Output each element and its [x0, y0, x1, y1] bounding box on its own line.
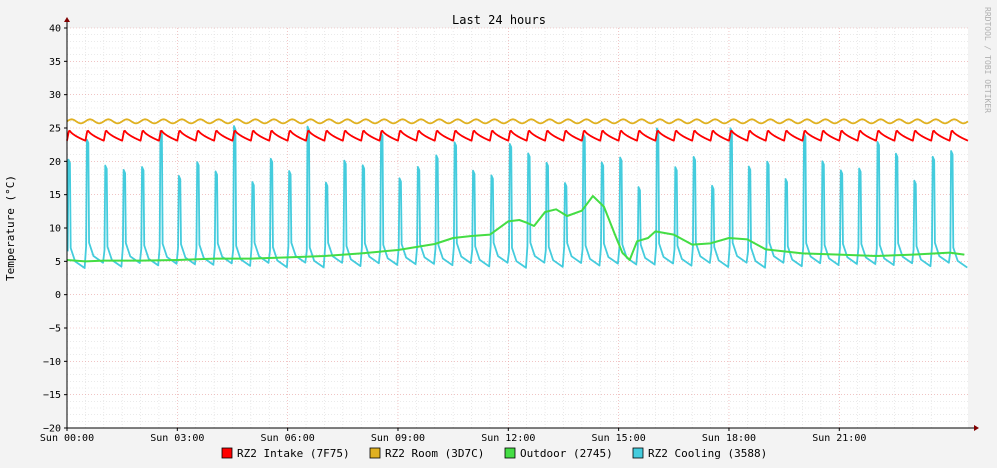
- y-tick-label: 5: [55, 257, 61, 268]
- legend-swatch: [221, 447, 233, 459]
- y-tick-label: 30: [49, 90, 61, 101]
- x-tick-label: Sun 15:00: [592, 433, 646, 444]
- legend-label: RZ2 Room (3D7C): [385, 447, 484, 460]
- legend-label: RZ2 Intake (7F75): [237, 447, 350, 460]
- x-tick-label: Sun 09:00: [371, 433, 425, 444]
- y-tick-label: 40: [49, 24, 61, 35]
- x-tick-label: Sun 21:00: [812, 433, 866, 444]
- series-line-rz2-cooling-3588: [66, 125, 968, 269]
- y-tick-label: 35: [49, 57, 61, 68]
- y-axis-label: Temperature (°C): [4, 175, 17, 281]
- y-axis-arrow: [64, 17, 70, 22]
- legend-item: Outdoor (2745): [504, 447, 613, 460]
- series-layer: [66, 118, 969, 269]
- x-tick-label: Sun 12:00: [481, 433, 535, 444]
- legend-label: RZ2 Cooling (3588): [648, 447, 767, 460]
- legend-item: RZ2 Cooling (3588): [632, 447, 767, 460]
- y-tick-label: 25: [49, 124, 61, 135]
- y-tick-labels: 40 35 30 25 20 15 10 5 0 −5 −10 −15 −20: [43, 24, 61, 435]
- y-tick-label: 0: [55, 290, 61, 301]
- legend-swatch: [369, 447, 381, 459]
- x-tick-label: Sun 03:00: [150, 433, 204, 444]
- series-line-rz2-intake-7f75: [66, 129, 969, 142]
- series-line-rz2-room-3d7c: [66, 118, 969, 125]
- series-line-outdoor-2745: [66, 195, 965, 263]
- rrdtool-watermark: RRDTOOL / TOBI OETIKER: [983, 7, 992, 113]
- x-tick-label: Sun 18:00: [702, 433, 756, 444]
- legend: RZ2 Intake (7F75) RZ2 Room (3D7C) Outdoor …: [221, 447, 767, 460]
- axes: [64, 17, 979, 431]
- legend-swatch: [632, 447, 644, 459]
- x-axis-arrow: [974, 425, 979, 431]
- y-tick-label: −20: [43, 424, 61, 435]
- x-tick-label: Sun 00:00: [40, 433, 94, 444]
- legend-item: RZ2 Room (3D7C): [369, 447, 484, 460]
- legend-item: RZ2 Intake (7F75): [221, 447, 350, 460]
- y-tick-label: 10: [49, 224, 61, 235]
- y-tick-label: −15: [43, 390, 61, 401]
- y-tick-label: −10: [43, 357, 61, 368]
- legend-label: Outdoor (2745): [520, 447, 613, 460]
- x-tick-label: Sun 06:00: [261, 433, 315, 444]
- chart-title: Last 24 hours: [452, 13, 546, 27]
- y-tick-label: 15: [49, 190, 61, 201]
- x-tick-labels: Sun 00:00 Sun 03:00 Sun 06:00 Sun 09:00 Sun …: [40, 433, 866, 444]
- y-tick-label: 20: [49, 157, 61, 168]
- legend-swatch: [504, 447, 516, 459]
- y-tick-label: −5: [49, 324, 61, 335]
